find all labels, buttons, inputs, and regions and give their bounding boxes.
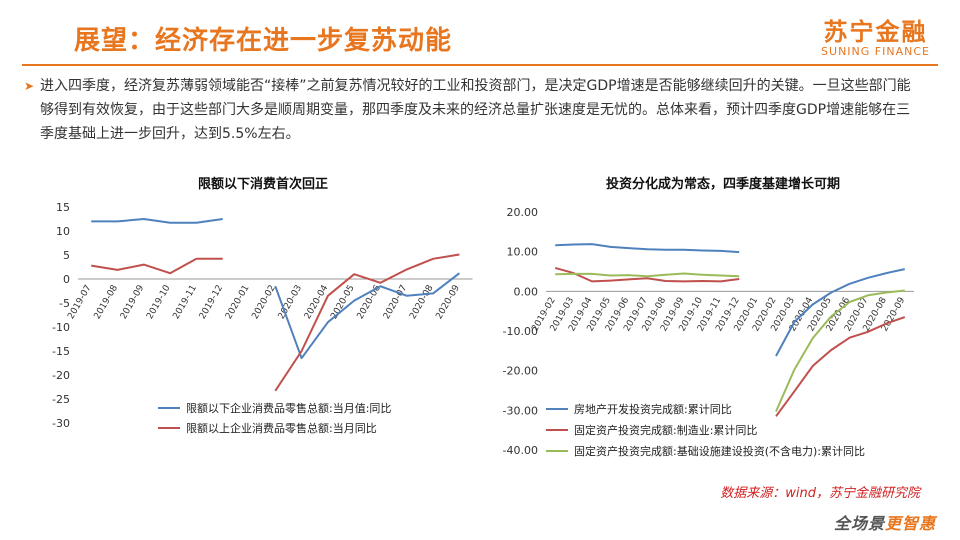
page-title: 展望：经济存在进一步复苏动能 (74, 26, 453, 56)
logo-text-en: SUNING FINANCE (821, 45, 930, 58)
y-tick-label: -10.00 (503, 325, 538, 338)
x-tick-label: 2019-11 (171, 284, 198, 322)
y-tick-label: 0.00 (514, 285, 539, 298)
y-tick-label: -25 (52, 393, 70, 406)
x-tick-label: 2019-09 (119, 283, 147, 321)
y-tick-label: -5 (59, 297, 70, 310)
x-tick-label: 2020-04 (303, 283, 331, 321)
x-tick-label: 2019-12 (198, 284, 225, 322)
y-tick-label: 0 (63, 273, 70, 286)
y-tick-label: 10.00 (507, 246, 539, 259)
arrow-bullet-icon: ➤ (24, 79, 35, 93)
chart-investment: 20.0010.000.00-10.00-20.00-30.00-40.0020… (503, 206, 914, 458)
series-line-3 (555, 272, 905, 412)
y-tick-label: 20.00 (507, 206, 539, 219)
series-line-2 (91, 253, 460, 392)
y-tick-label: -30 (52, 417, 70, 430)
x-tick-label: 2019-07 (66, 284, 93, 322)
x-tick-label: 2019-10 (145, 283, 173, 321)
y-tick-label: -10 (52, 321, 70, 334)
data-source-note: 数据来源：wind，苏宁金融研究院 (720, 486, 920, 501)
legend-label-1: 限额以下企业消费品零售总额:当月值:同比 (186, 401, 391, 415)
chart2-title: 投资分化成为常态，四季度基建增长可期 (606, 177, 841, 192)
brand-logo: 苏宁金融 SUNING FINANCE (821, 12, 930, 58)
series-line-2 (554, 266, 906, 417)
legend-label-2: 限额以上企业消费品零售总额:当月同比 (186, 421, 377, 435)
legend-label-3: 固定资产投资完成额:基础设施建设投资(不含电力):累计同比 (574, 444, 865, 458)
y-tick-label: 15 (56, 201, 70, 214)
y-tick-label: -30.00 (503, 404, 538, 417)
brand-slogan: 全场景更智惠 (834, 510, 936, 534)
series-line-1 (91, 218, 461, 360)
legend-label-2: 固定资产投资完成额:制造业:累计同比 (574, 423, 757, 437)
slogan-part-2: 更智惠 (884, 514, 936, 533)
x-tick-label: 2020-08 (408, 283, 436, 321)
title-divider (22, 64, 938, 66)
x-tick-label: 2019-08 (93, 283, 121, 321)
y-tick-label: -15 (52, 345, 70, 358)
series-line-1 (555, 243, 906, 357)
legend-label-1: 房地产开发投资完成额:累计同比 (574, 402, 732, 416)
slogan-part-1: 全场景 (833, 514, 885, 533)
summary-paragraph: ➤ 进入四季度，经济复苏薄弱领域能否“接棒”之前复苏情况较好的工业和投资部门，是… (24, 74, 920, 146)
y-tick-label: -20 (52, 369, 70, 382)
chart1-title: 限额以下消费首次回正 (198, 177, 329, 192)
y-tick-label: 5 (63, 249, 70, 262)
logo-text-cn: 苏宁金融 (823, 18, 928, 46)
x-tick-label: 2020-01 (224, 284, 251, 322)
y-tick-label: -40.00 (503, 444, 538, 457)
chart-consumption: 151050-5-10-15-20-25-302019-072019-08201… (52, 201, 473, 435)
summary-text: 进入四季度，经济复苏薄弱领域能否“接棒”之前复苏情况较好的工业和投资部门，是决定… (40, 78, 911, 142)
x-tick-label: 2020-02 (250, 284, 277, 322)
y-tick-label: -20.00 (503, 365, 538, 378)
x-tick-label: 2020-06 (356, 283, 384, 321)
y-tick-label: 10 (56, 225, 70, 238)
